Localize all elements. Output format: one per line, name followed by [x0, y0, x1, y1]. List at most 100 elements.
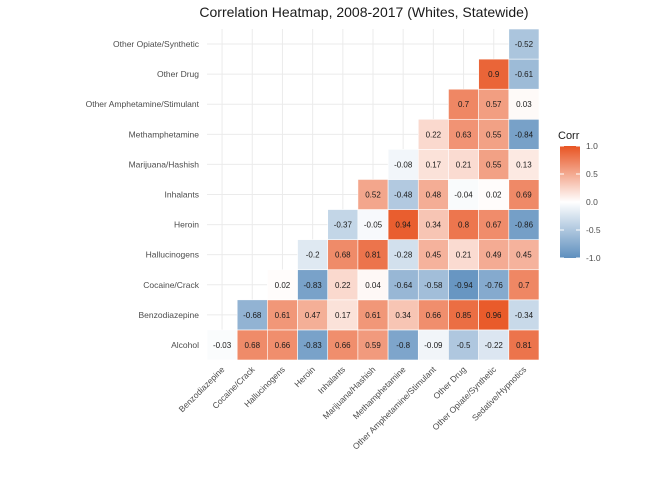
y-tick-label: Marijuana/Hashish — [129, 159, 200, 169]
heatmap-cell-rect — [508, 28, 540, 60]
heatmap-cell-label: 0.55 — [486, 130, 502, 139]
heatmap-cell-label: 0.48 — [426, 191, 442, 200]
heatmap-cell-rect — [387, 239, 419, 271]
heatmap-cell-rect — [508, 179, 540, 210]
heatmap-cell-rect — [267, 299, 298, 331]
heatmap-cell-label: -0.64 — [394, 281, 413, 290]
heatmap-cell-rect — [417, 179, 449, 210]
heatmap-cell: 0.17 — [417, 149, 449, 180]
heatmap-cell-label: 0.13 — [516, 160, 532, 169]
heatmap-cell-rect — [327, 299, 359, 331]
heatmap-cell-label: 0.22 — [335, 281, 351, 290]
heatmap-cell: 0.8 — [448, 209, 479, 240]
heatmap-cell-rect — [448, 239, 479, 271]
heatmap-cell: 0.96 — [478, 299, 510, 331]
y-tick-label: Methamphetamine — [129, 129, 200, 139]
heatmap-cell: -0.5 — [448, 329, 479, 361]
heatmap-cell-label: 0.59 — [365, 341, 381, 350]
heatmap-cell-rect — [478, 329, 510, 361]
heatmap-cell-rect — [387, 179, 419, 210]
heatmap-cell-label: -0.28 — [394, 251, 413, 260]
heatmap-cell-label: -0.48 — [394, 191, 413, 200]
y-axis-tick-labels: Alcohol Benzodiazepine Cocaine/Crack Halluc… — [86, 39, 200, 350]
heatmap-cell: 0.63 — [448, 118, 479, 150]
heatmap-cell-rect — [417, 118, 449, 150]
heatmap-cell: 0.55 — [478, 118, 510, 150]
heatmap-cell-label: -0.03 — [213, 341, 232, 350]
heatmap-cell: 0.59 — [357, 329, 389, 361]
heatmap-cell-label: -0.83 — [304, 341, 323, 350]
heatmap-cell: 0.57 — [478, 88, 510, 120]
heatmap-cell-rect — [478, 209, 510, 240]
heatmap-cell-label: 0.81 — [365, 251, 381, 260]
heatmap-cell-label: 0.96 — [486, 311, 502, 320]
y-tick-label: Alcohol — [171, 340, 199, 350]
heatmap-cell: 0.17 — [327, 299, 359, 331]
x-tick-label: Marijuana/Hashish — [321, 364, 378, 421]
heatmap-cell: 0.94 — [387, 209, 419, 240]
legend-tick-label: -1.0 — [586, 253, 601, 263]
heatmap-cell: -0.94 — [448, 269, 479, 301]
heatmap-cell-rect — [327, 239, 359, 271]
heatmap-cell: 0.34 — [387, 299, 419, 331]
heatmap-cell: 0.13 — [508, 149, 540, 180]
heatmap-cell: 0.03 — [508, 88, 540, 120]
heatmap-cell: 0.66 — [327, 329, 359, 361]
heatmap-cell-label: -0.84 — [515, 130, 534, 139]
y-tick-label: Benzodiazepine — [139, 310, 200, 320]
heatmap-cell-rect — [478, 299, 510, 331]
heatmap-cell-label: 0.45 — [516, 251, 532, 260]
heatmap-cell-rect — [297, 269, 329, 301]
heatmap-cell-label: 0.68 — [244, 341, 260, 350]
heatmap-cell-label: 0.34 — [395, 311, 411, 320]
heatmap-cell-label: 0.66 — [426, 311, 442, 320]
legend-tick-label: 1.0 — [586, 141, 598, 151]
heatmap-cell: 0.66 — [267, 329, 298, 361]
heatmap-cell-rect — [508, 88, 540, 120]
heatmap-cell: 0.22 — [327, 269, 359, 301]
heatmap-cell: 0.47 — [297, 299, 329, 331]
heatmap-cell-label: 0.02 — [275, 281, 291, 290]
heatmap-cell-label: 0.61 — [365, 311, 381, 320]
heatmap-cell: -0.83 — [297, 269, 329, 301]
heatmap-cell: 0.67 — [478, 209, 510, 240]
heatmap-cell-label: -0.8 — [396, 341, 410, 350]
heatmap-cell-label: 0.94 — [395, 221, 411, 230]
heatmap-cell: -0.09 — [417, 329, 449, 361]
heatmap-cell-label: 0.68 — [335, 251, 351, 260]
heatmap-cells: -0.03 0.68 0.66 -0.83 0.66 0.59 -0.8 -0.09 -0.5 -… — [206, 28, 540, 361]
heatmap-cell-label: 0.49 — [486, 251, 502, 260]
heatmap-cell-rect — [387, 149, 419, 180]
heatmap-cell-rect — [357, 329, 389, 361]
heatmap-cell: -0.61 — [508, 58, 540, 90]
heatmap-cell-rect — [508, 239, 540, 271]
x-axis-tick-labels: BenzodiazepineCocaine/CrackHallucinogens… — [177, 364, 529, 452]
heatmap-cell-rect — [478, 179, 510, 210]
heatmap-cell-label: 0.57 — [486, 100, 502, 109]
heatmap-cell-rect — [327, 269, 359, 301]
heatmap-cell: 0.81 — [357, 239, 389, 271]
heatmap-cell-label: 0.02 — [486, 191, 502, 200]
heatmap-cell-rect — [357, 209, 389, 240]
heatmap-cell-rect — [297, 239, 329, 271]
heatmap-cell-label: 0.69 — [516, 191, 532, 200]
heatmap-cell: 0.45 — [508, 239, 540, 271]
heatmap-cell-label: -0.94 — [454, 281, 473, 290]
heatmap-cell: 0.69 — [508, 179, 540, 210]
heatmap-cell-label: -0.34 — [515, 311, 534, 320]
heatmap-cell-rect — [448, 209, 479, 240]
heatmap-cell: -0.8 — [387, 329, 419, 361]
heatmap-cell: 0.66 — [417, 299, 449, 331]
heatmap-cell: 0.49 — [478, 239, 510, 271]
heatmap-cell-label: 0.81 — [516, 341, 532, 350]
heatmap-cell-rect — [448, 118, 479, 150]
heatmap-cell-label: 0.55 — [486, 160, 502, 169]
heatmap-cell: -0.37 — [327, 209, 359, 240]
heatmap-cell: -0.04 — [448, 179, 479, 210]
heatmap-cell: 0.21 — [448, 239, 479, 271]
heatmap-cell-rect — [508, 118, 540, 150]
heatmap-cell: 0.48 — [417, 179, 449, 210]
heatmap-cell: -0.05 — [357, 209, 389, 240]
heatmap-cell: 0.45 — [417, 239, 449, 271]
